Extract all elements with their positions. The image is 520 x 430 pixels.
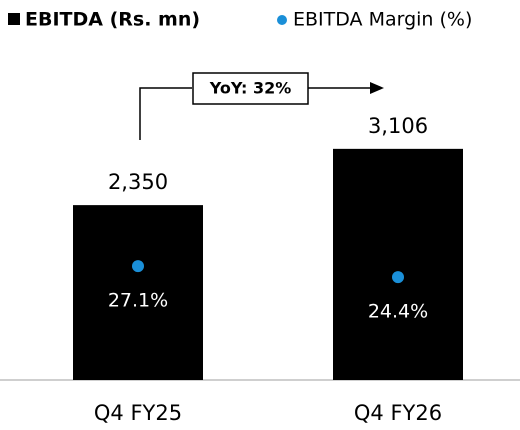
annotation-box <box>192 72 309 105</box>
margin-value-label: 24.4% <box>368 301 428 323</box>
annotation-bracket <box>139 87 192 140</box>
margin-dot <box>392 271 404 284</box>
legend-label: EBITDA (Rs. mn) <box>25 9 200 31</box>
annotation-arrowhead <box>370 82 384 94</box>
x-tick-label: Q4 FY26 <box>354 401 442 425</box>
bar <box>73 205 203 380</box>
annotation-text: YoY: 32% <box>209 79 292 98</box>
margin-dot <box>132 260 144 273</box>
yoy-annotation: YoY: 32% <box>139 72 384 140</box>
legend-swatch <box>277 15 287 25</box>
bar-value-label: 3,106 <box>368 114 428 138</box>
x-tick-label: Q4 FY25 <box>94 401 182 425</box>
bar <box>333 148 463 380</box>
margin-value-label: 27.1% <box>108 290 168 312</box>
bar-value-label: 2,350 <box>108 170 168 194</box>
legend-label: EBITDA Margin (%) <box>293 9 472 31</box>
legend-swatch <box>8 13 20 25</box>
